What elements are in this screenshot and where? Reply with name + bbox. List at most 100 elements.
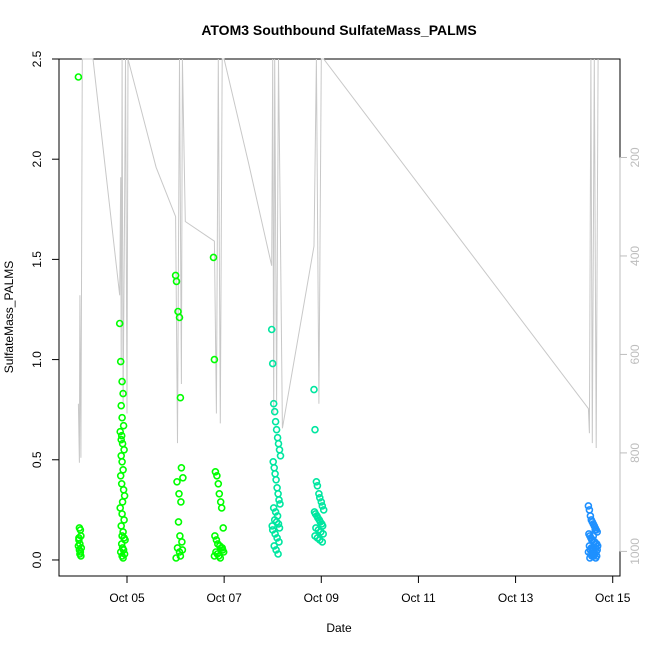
data-point [319,506,328,514]
data-point [120,516,128,524]
data-point [272,425,281,434]
data-point [77,552,85,560]
data-point [117,401,125,410]
x-tick-label: Oct 11 [401,591,436,605]
data-point [211,467,220,476]
data-point [267,325,276,334]
data-point [272,475,280,484]
data-point [176,393,185,402]
data-point [118,510,126,518]
data-point [177,463,186,472]
data-point [75,534,83,542]
x-axis: Oct 05 Oct 07 Oct 09 Oct 11 Oct 13 Oct 15 [109,575,631,605]
data-point [585,506,594,514]
chart-title: ATOM3 Southbound SulfateMass_PALMS [201,22,476,38]
data-point [118,457,126,466]
x-tick-label: Oct 15 [595,591,631,605]
data-point [313,481,322,490]
data-point [270,407,279,416]
data-point [270,463,279,472]
x-tick-label: Oct 13 [498,591,534,605]
y-tick-label: 1.0 [30,351,44,368]
plot-frame [58,58,621,577]
data-point [591,526,600,534]
data-point [270,516,279,524]
data-point [318,502,327,510]
data-point [118,413,126,422]
data-point [211,532,219,540]
y-right-tick-label: 200 [628,147,642,167]
data-point [274,520,283,528]
data-point [117,479,126,488]
data-point [270,542,279,550]
data-point [318,538,327,546]
data-point [213,471,221,480]
data-point [272,518,281,526]
x-tick-label: Oct 05 [109,591,145,605]
data-point [176,532,184,540]
data-point [271,530,279,538]
data-point [276,500,284,508]
y-axis: 0.0 0.5 1.0 1.5 2.0 2.5 [30,50,60,568]
data-point [116,548,125,556]
data-point [315,493,324,502]
data-point [268,359,277,368]
data-point [271,469,279,478]
data-point [215,489,224,498]
data-point [118,498,127,506]
data-point [268,522,277,530]
y-right-tick-label: 1000 [628,538,642,565]
data-point [586,554,594,562]
data-point [116,471,125,480]
data-point [317,498,326,506]
overlay-line [77,58,599,463]
data-point [319,530,328,538]
y-right-tick-label: 400 [628,246,642,266]
data-point [593,528,602,536]
data-point [175,489,183,498]
data-point [273,483,281,492]
y-axis-label: SulfateMass_PALMS [2,261,16,374]
data-point [271,508,280,516]
data-point [172,554,180,562]
data-point [274,489,282,498]
data-point [74,542,83,550]
data-point [116,504,124,512]
data-point [272,546,280,554]
data-point [275,524,284,532]
data-point [219,548,228,556]
data-point [119,554,127,562]
data-point [120,534,128,542]
data-point [117,431,126,440]
y-tick-label: 2.0 [30,151,44,168]
data-point [178,538,186,546]
data-point [269,399,278,408]
y-right-tick-label: 600 [628,344,642,364]
data-point [118,377,126,386]
data-point [116,427,124,436]
data-point [274,550,282,558]
y-axis-right: 200 400 600 800 1000 [619,147,642,565]
data-point [273,433,282,442]
data-point [589,552,598,560]
data-point [311,425,319,434]
data-point [119,485,128,494]
x-tick-label: Oct 09 [304,591,340,605]
data-point [214,479,223,488]
data-point [275,445,284,454]
data-point [210,552,219,560]
data-point [120,491,129,500]
data-point [219,524,227,532]
data-point [115,319,124,328]
data-point [117,435,125,444]
data-point [269,457,278,466]
data-point [209,253,218,262]
data-point [77,532,85,540]
data-point [174,518,183,526]
data-point [178,546,187,554]
data-point [312,477,321,486]
data-point [212,536,221,544]
data-point [218,544,226,552]
x-tick-label: Oct 07 [206,591,242,605]
